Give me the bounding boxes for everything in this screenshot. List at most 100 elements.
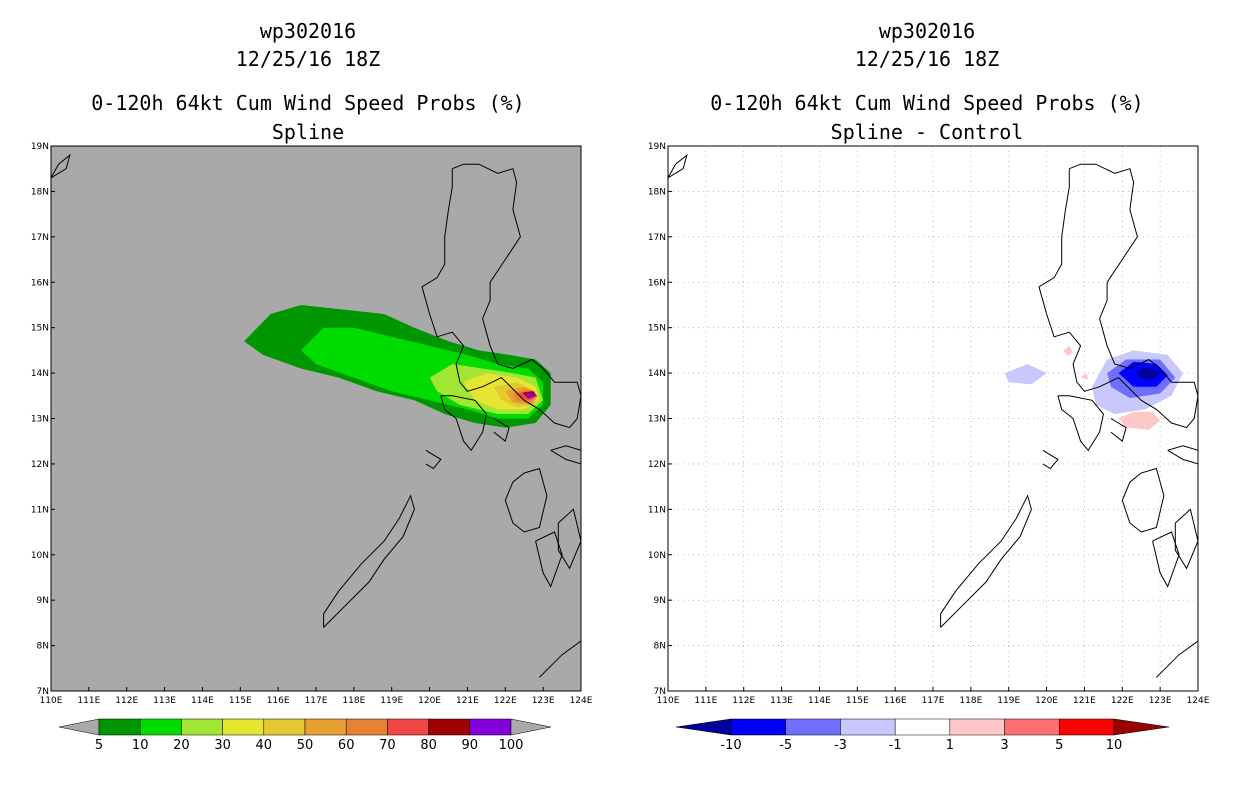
left-x-tick-label: 123E bbox=[532, 696, 555, 706]
right-y-tick-label: 17N bbox=[648, 233, 666, 243]
right-difference-fill bbox=[1004, 345, 1183, 430]
left-coastline bbox=[557, 508, 581, 570]
right-x-tick-label: 119E bbox=[997, 696, 1020, 706]
right-x-tick-label: 124E bbox=[1187, 696, 1210, 706]
right-y-tick-label: 19N bbox=[648, 142, 666, 152]
right-x-tick-label: 114E bbox=[808, 696, 831, 706]
right-colorbar-swatch bbox=[894, 718, 951, 736]
right-coastline bbox=[1156, 640, 1198, 691]
left-coastline bbox=[504, 467, 548, 533]
left-colorbar-low-arrow bbox=[58, 718, 100, 736]
right-y-tick-label: 13N bbox=[648, 415, 666, 425]
right-colorbar-swatch bbox=[1059, 718, 1115, 736]
left-colorbar-swatch bbox=[139, 718, 182, 736]
left-colorbar-label: 20 bbox=[173, 738, 190, 753]
right-coastline bbox=[1167, 445, 1198, 465]
right-coastline bbox=[1174, 508, 1198, 570]
left-x-tick-label: 115E bbox=[229, 696, 252, 706]
right-colorbar-swatch bbox=[785, 718, 841, 736]
right-contour-1 bbox=[1080, 373, 1089, 380]
right-colorbar-label: -3 bbox=[834, 738, 847, 753]
right-coastlines bbox=[668, 153, 1198, 691]
right-colorbar-label: 5 bbox=[1055, 738, 1063, 753]
right-x-tick-label: 118E bbox=[959, 696, 982, 706]
right-title-product: 0-120h 64kt Cum Wind Speed Probs (%) bbox=[710, 91, 1143, 115]
right-coastline bbox=[1038, 163, 1198, 429]
right-colorbar-label: -10 bbox=[720, 738, 741, 753]
left-x-tick-label: 117E bbox=[305, 696, 328, 706]
right-y-tick-label: 7N bbox=[654, 687, 666, 697]
left-axes: 110E 111E 112E 113E 114E 115E 116E 117E 118E 119E… bbox=[31, 142, 593, 706]
left-colorbar-swatch bbox=[345, 718, 388, 736]
right-contour-1 bbox=[1118, 411, 1161, 430]
right-colorbar-label: -1 bbox=[889, 738, 902, 753]
left-x-tick-label: 122E bbox=[494, 696, 517, 706]
right-coastline bbox=[1121, 467, 1165, 533]
left-colorbar-label: 10 bbox=[132, 738, 149, 753]
right-colorbar-swatch bbox=[949, 718, 1005, 736]
left-y-tick-label: 13N bbox=[31, 415, 49, 425]
left-y-tick-label: 19N bbox=[31, 142, 49, 152]
left-colorbar-high-arrow bbox=[510, 718, 552, 736]
right-x-tick-label: 121E bbox=[1073, 696, 1096, 706]
left-x-tick-label: 119E bbox=[380, 696, 403, 706]
right-colorbar-swatch bbox=[840, 718, 896, 736]
right-colorbar-label: 1 bbox=[946, 738, 954, 753]
left-x-tick-label: 114E bbox=[191, 696, 214, 706]
left-colorbar-swatch bbox=[98, 718, 141, 736]
left-coastline bbox=[51, 153, 71, 179]
left-coastline bbox=[425, 449, 442, 470]
left-colorbar-label: 80 bbox=[420, 738, 437, 753]
right-colorbar-label: -5 bbox=[779, 738, 792, 753]
right-coastline bbox=[1152, 531, 1180, 588]
right-x-tick-label: 115E bbox=[846, 696, 869, 706]
right-y-tick-label: 14N bbox=[648, 369, 666, 379]
right-colorbar-label: 10 bbox=[1106, 738, 1123, 753]
left-y-tick-label: 16N bbox=[31, 278, 49, 288]
left-y-tick-label: 10N bbox=[31, 551, 49, 561]
left-colorbar-label: 5 bbox=[95, 738, 103, 753]
right-contour--10 bbox=[1137, 366, 1161, 380]
left-contour-90 bbox=[526, 393, 535, 398]
left-coastline bbox=[440, 395, 487, 452]
left-y-tick-label: 14N bbox=[31, 369, 49, 379]
right-x-tick-label: 111E bbox=[694, 696, 717, 706]
right-coastline bbox=[940, 494, 1032, 628]
right-grid bbox=[668, 146, 1198, 691]
panel-spline-minus-control: wp302016 12/25/16 18Z 0-120h 64kt Cum Wi… bbox=[648, 19, 1210, 753]
left-coastline bbox=[550, 445, 581, 465]
right-title-storm: wp302016 bbox=[879, 19, 975, 43]
right-coastline bbox=[1110, 418, 1127, 443]
right-y-tick-label: 16N bbox=[648, 278, 666, 288]
left-coastline bbox=[539, 640, 581, 691]
right-y-tick-label: 12N bbox=[648, 460, 666, 470]
left-x-tick-label: 111E bbox=[77, 696, 100, 706]
right-y-tick-label: 15N bbox=[648, 324, 666, 334]
left-title-date: 12/25/16 18Z bbox=[236, 47, 381, 71]
right-x-tick-label: 113E bbox=[770, 696, 793, 706]
left-colorbar-label: 90 bbox=[462, 738, 479, 753]
left-y-tick-label: 9N bbox=[37, 596, 49, 606]
left-y-tick-label: 7N bbox=[37, 687, 49, 697]
right-axes: 110E 111E 112E 113E 114E 115E 116E 117E 118E 119E… bbox=[648, 142, 1210, 706]
right-x-tick-label: 122E bbox=[1111, 696, 1134, 706]
right-colorbar-low-arrow bbox=[675, 718, 732, 736]
right-x-tick-label: 112E bbox=[732, 696, 755, 706]
right-coastline bbox=[668, 153, 688, 179]
left-colorbar-swatch bbox=[181, 718, 223, 736]
left-colorbar-label: 60 bbox=[338, 738, 355, 753]
right-title-date: 12/25/16 18Z bbox=[855, 47, 1000, 71]
right-coastline bbox=[1057, 395, 1104, 452]
left-x-tick-label: 121E bbox=[456, 696, 479, 706]
right-x-tick-label: 117E bbox=[922, 696, 945, 706]
left-coastlines bbox=[51, 153, 581, 691]
left-y-tick-label: 18N bbox=[31, 187, 49, 197]
right-contour-1 bbox=[1063, 345, 1074, 356]
left-x-tick-label: 112E bbox=[115, 696, 138, 706]
left-x-tick-label: 118E bbox=[342, 696, 365, 706]
left-x-tick-label: 124E bbox=[570, 696, 593, 706]
right-y-tick-label: 8N bbox=[654, 642, 666, 652]
right-colorbar-label: 3 bbox=[1000, 738, 1008, 753]
left-colorbar-swatch bbox=[428, 718, 471, 736]
